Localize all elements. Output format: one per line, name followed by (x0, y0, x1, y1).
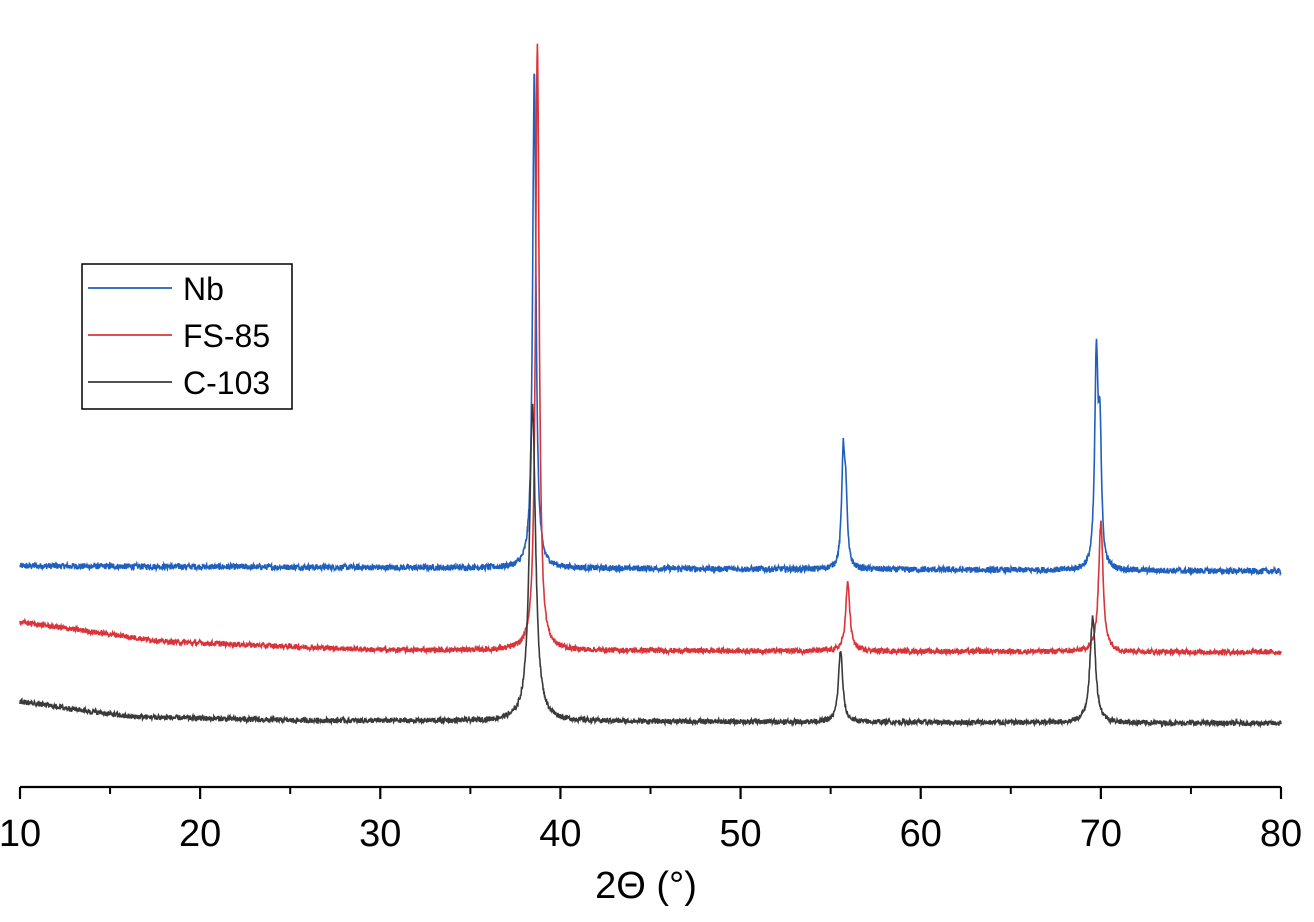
x-tick-label: 20 (179, 813, 221, 855)
x-axis: 10 20 30 40 50 60 70 80 (0, 785, 1302, 855)
x-tick-label: 50 (719, 813, 761, 855)
series-line-fs-85 (19, 43, 1282, 658)
legend: Nb FS-85 C-103 (81, 263, 293, 410)
x-tick-label: 80 (1260, 813, 1302, 855)
x-tick-label: 60 (900, 813, 942, 855)
legend-label-c-103: C-103 (183, 365, 270, 401)
series-line-nb (19, 73, 1282, 577)
series-layer (19, 43, 1282, 729)
legend-box (81, 263, 293, 410)
x-tick-label: 10 (0, 813, 41, 855)
x-axis-title: 2Θ (°) (595, 865, 697, 907)
x-tick-label: 40 (539, 813, 581, 855)
legend-label-nb: Nb (183, 271, 224, 307)
x-tick-label: 30 (359, 813, 401, 855)
series-line-c-103 (19, 403, 1282, 729)
legend-label-fs-85: FS-85 (183, 318, 270, 354)
x-tick-label: 70 (1080, 813, 1122, 855)
